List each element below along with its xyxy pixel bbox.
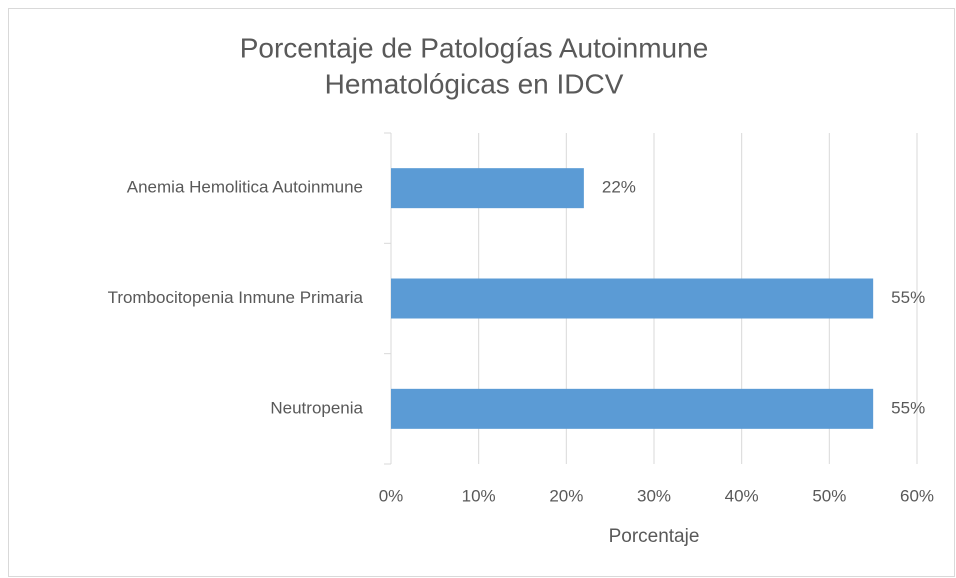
y-tick-label: Neutropenia: [270, 398, 363, 417]
x-tick-label: 30%: [637, 486, 671, 505]
x-tick-label: 50%: [812, 486, 846, 505]
x-tick-label: 60%: [900, 486, 934, 505]
x-axis-label: Porcentaje: [609, 526, 700, 547]
x-tick-label: 10%: [462, 486, 496, 505]
bar: [391, 168, 584, 209]
x-tick-label: 20%: [549, 486, 583, 505]
bar: [391, 388, 874, 429]
data-label: 55%: [891, 398, 925, 417]
data-label: 55%: [891, 288, 925, 307]
y-tick-label: Trombocitopenia Inmune Primaria: [108, 288, 364, 307]
x-tick-label: 0%: [379, 486, 404, 505]
y-tick-label: Anemia Hemolitica Autoinmune: [127, 178, 363, 197]
chart-title: Porcentaje de Patologías Autoinmune: [240, 32, 709, 63]
x-tick-label: 40%: [725, 486, 759, 505]
chart-title: Hematológicas en IDCV: [325, 68, 624, 99]
data-label: 22%: [602, 178, 636, 197]
bar: [391, 278, 874, 319]
